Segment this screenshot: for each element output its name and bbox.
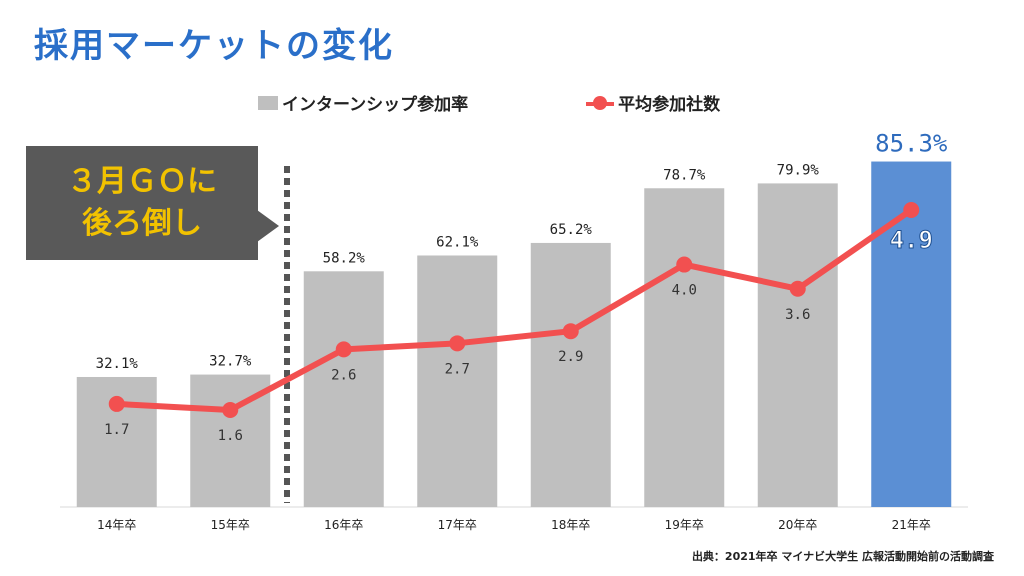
x-tick-label: 16年卒 — [324, 518, 363, 532]
line-value-label: 1.6 — [218, 428, 243, 444]
line-point — [789, 280, 806, 297]
line-value-label: 2.9 — [558, 349, 583, 365]
legend-item-bar: インターンシップ参加率 — [258, 90, 468, 115]
bar-value-label: 32.7% — [209, 354, 252, 370]
legend-item-line: 平均参加社数 — [586, 90, 720, 115]
legend-line-swatch — [586, 95, 615, 111]
line-point — [449, 335, 466, 352]
x-tick-label: 14年卒 — [97, 518, 136, 532]
bar-21年卒 — [871, 161, 952, 507]
x-tick-label: 18年卒 — [551, 518, 590, 532]
callout-arrow — [257, 210, 279, 242]
line-point — [676, 256, 693, 273]
line-point — [335, 341, 352, 358]
bar-value-label: 85.3% — [875, 130, 948, 158]
x-tick-label: 15年卒 — [211, 518, 250, 532]
bar-18年卒 — [530, 242, 611, 507]
line-series-path — [116, 207, 913, 413]
bar-20年卒 — [757, 183, 838, 507]
bar-value-label: 65.2% — [550, 222, 593, 238]
x-tick-label: 21年卒 — [892, 518, 931, 532]
page-title: 採用マーケットの変化 — [34, 26, 394, 66]
source-note: 出典：2021年卒 マイナビ大学生 広報活動開始前の活動調査 — [691, 550, 994, 563]
legend-line-label: 平均参加社数 — [618, 95, 721, 115]
legend-bar-label: インターンシップ参加率 — [282, 95, 469, 115]
line-point — [903, 202, 920, 218]
x-tick-label: 20年卒 — [778, 518, 817, 532]
callout-box: ３月ＧＯに 後ろ倒し — [26, 146, 258, 260]
legend-bar-swatch — [258, 95, 278, 110]
bar-19年卒 — [644, 188, 725, 507]
x-tick-label: 17年卒 — [438, 518, 477, 532]
line-value-label: 2.6 — [331, 367, 356, 383]
callout-line-1: ３月ＧＯに — [67, 164, 217, 199]
line-point — [562, 323, 579, 340]
bar-value-label: 79.9% — [777, 162, 820, 178]
bar-value-label: 58.2% — [323, 250, 366, 266]
line-point — [108, 395, 125, 412]
bar-value-label: 62.1% — [436, 234, 479, 250]
line-point — [222, 401, 239, 418]
bar-17年卒 — [417, 255, 498, 507]
bar-16年卒 — [303, 271, 384, 507]
line-value-label: 2.7 — [445, 361, 470, 377]
callout-line-2: 後ろ倒し — [82, 206, 202, 241]
bar-value-label: 78.7% — [663, 167, 706, 183]
bar-value-label: 32.1% — [96, 356, 139, 372]
line-value-label: 4.9 — [890, 226, 933, 254]
line-value-label: 1.7 — [104, 422, 129, 438]
chart-legend: インターンシップ参加率 平均参加社数 — [258, 90, 720, 115]
line-value-label: 4.0 — [672, 283, 697, 299]
x-tick-label: 19年卒 — [665, 518, 704, 532]
line-value-label: 3.6 — [785, 307, 810, 323]
